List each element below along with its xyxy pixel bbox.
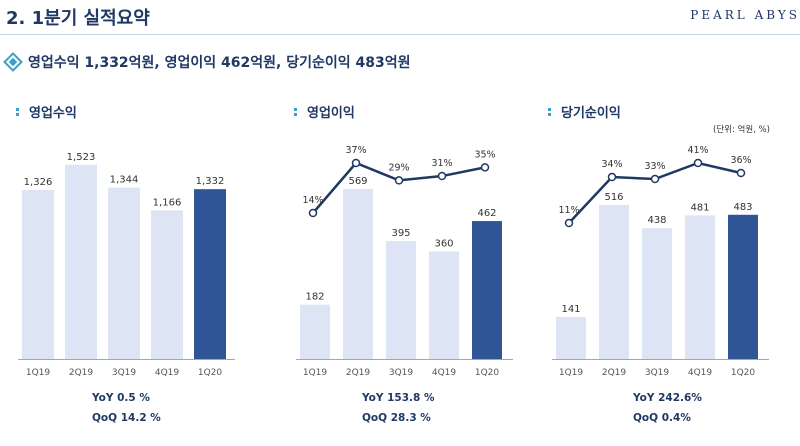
- qoq-text: QoQ 0.4%: [633, 412, 691, 424]
- x-tick-label: 4Q19: [688, 368, 713, 378]
- x-tick-label: 2Q19: [346, 368, 371, 378]
- margin-label: 36%: [730, 155, 751, 166]
- x-tick-label: 1Q19: [559, 368, 584, 378]
- bar: [65, 164, 97, 359]
- bar-value-label: 1,332: [196, 176, 225, 187]
- bar: [685, 215, 715, 359]
- margin-label: 37%: [345, 145, 366, 156]
- margin-point: [564, 218, 574, 228]
- margin-point: [351, 158, 361, 168]
- section-bullet-icon: [16, 107, 24, 117]
- margin-point: [394, 176, 404, 185]
- x-tick-label: 1Q20: [475, 368, 500, 378]
- title-bar: 2. 1분기 실적요약 PEARL ABYS: [0, 0, 800, 34]
- bar: [300, 304, 330, 359]
- chart-title-net-income: 당기순이익: [548, 102, 621, 121]
- summary-line: 영업수익 1,332억원, 영업이익 462억원, 당기순이익 483억원: [3, 52, 411, 72]
- bar-value-label: 1,344: [110, 175, 139, 186]
- chart-title-text: 영업이익: [307, 106, 355, 121]
- margin-point: [693, 158, 703, 168]
- margin-point: [437, 171, 447, 181]
- bar-value-label: 360: [434, 239, 453, 250]
- chart-title-operating-profit: 영업이익: [294, 102, 355, 121]
- margin-point: [480, 163, 490, 172]
- margin-point: [308, 208, 318, 218]
- bar: [642, 228, 672, 359]
- margin-point: [736, 168, 746, 178]
- x-tick-label: 1Q20: [198, 368, 223, 378]
- chart-title-revenue: 영업수익: [16, 102, 77, 121]
- x-tick-label: 1Q20: [731, 368, 756, 378]
- bar: [556, 316, 586, 359]
- bar-value-label: 1,166: [153, 197, 182, 208]
- bar-value-label: 141: [561, 304, 580, 315]
- x-tick-label: 1Q19: [303, 368, 328, 378]
- bar-value-label: 569: [348, 176, 367, 187]
- margin-label: 33%: [644, 161, 665, 172]
- bar-value-label: 1,523: [67, 152, 96, 163]
- margin-label: 29%: [388, 162, 409, 173]
- bar: [108, 187, 140, 359]
- bar: [472, 221, 502, 359]
- title-divider: [0, 34, 800, 35]
- stats-revenue: YoY 0.5 % QoQ 14.2 %: [92, 388, 161, 428]
- x-tick-label: 1Q19: [26, 368, 51, 378]
- bar-value-label: 516: [604, 192, 623, 203]
- bar: [22, 189, 54, 359]
- margin-label: 35%: [474, 149, 495, 160]
- brand-logo: PEARL ABYS: [690, 8, 800, 22]
- margin-label: 41%: [687, 145, 708, 156]
- margin-label: 11%: [558, 205, 579, 216]
- bar: [151, 210, 183, 359]
- bar: [429, 251, 459, 359]
- bar: [343, 189, 373, 359]
- yoy-text: YoY 0.5 %: [92, 392, 150, 404]
- bar-value-label: 462: [477, 208, 496, 219]
- bar: [386, 241, 416, 359]
- yoy-text: YoY 153.8 %: [362, 392, 435, 404]
- x-tick-label: 2Q19: [69, 368, 94, 378]
- x-tick-label: 3Q19: [112, 368, 137, 378]
- summary-text: 영업수익 1,332억원, 영업이익 462억원, 당기순이익 483억원: [28, 55, 411, 71]
- chart-title-text: 영업수익: [29, 106, 77, 121]
- margin-line: [568, 161, 742, 224]
- section-bullet-icon: [294, 107, 302, 117]
- bar-value-label: 395: [391, 228, 410, 239]
- bar: [194, 189, 226, 359]
- margin-point: [607, 172, 617, 182]
- bar: [728, 214, 758, 359]
- bar-value-label: 1,326: [24, 177, 53, 188]
- margin-label: 14%: [302, 195, 323, 206]
- margin-point: [650, 174, 660, 184]
- unit-note: (단위: 억원, %): [713, 125, 770, 135]
- qoq-text: QoQ 28.3 %: [362, 412, 431, 424]
- x-tick-label: 3Q19: [645, 368, 670, 378]
- x-tick-label: 2Q19: [602, 368, 627, 378]
- bar-value-label: 438: [647, 215, 666, 226]
- x-tick-label: 4Q19: [432, 368, 457, 378]
- bar: [599, 204, 629, 359]
- bar-value-label: 483: [733, 202, 752, 213]
- stats-net-income: YoY 242.6% QoQ 0.4%: [633, 388, 702, 428]
- bar-value-label: 182: [305, 292, 324, 303]
- bar-value-label: 481: [690, 202, 709, 213]
- chart-title-text: 당기순이익: [561, 106, 621, 121]
- yoy-text: YoY 242.6%: [633, 392, 702, 404]
- page-title: 2. 1분기 실적요약: [6, 8, 150, 29]
- margin-label: 31%: [431, 158, 452, 169]
- stats-operating-profit: YoY 153.8 % QoQ 28.3 %: [362, 388, 435, 428]
- section-bullet-icon: [548, 107, 556, 117]
- margin-label: 34%: [601, 159, 622, 170]
- qoq-text: QoQ 14.2 %: [92, 412, 161, 424]
- x-tick-label: 3Q19: [389, 368, 414, 378]
- x-tick-label: 4Q19: [155, 368, 180, 378]
